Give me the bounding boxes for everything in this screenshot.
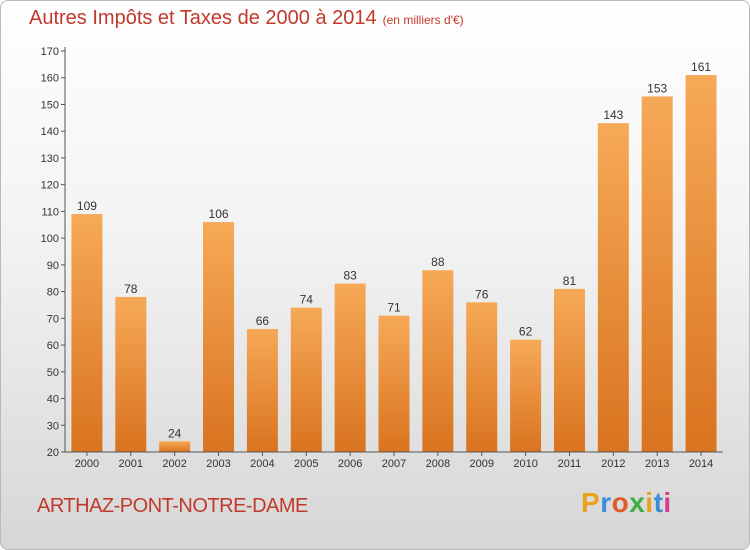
bar-value-label: 74: [300, 293, 314, 307]
x-tick-label: 2005: [294, 458, 318, 470]
y-tick-label: 20: [47, 447, 59, 459]
bars: 109 78 24 106 66 74 83 71 88 76 62 81 143 153 161: [71, 60, 717, 453]
bar-value-label: 88: [431, 255, 445, 269]
chart-title: Autres Impôts et Taxes de 2000 à 2014 (en…: [29, 7, 464, 30]
bar-value-label: 106: [209, 207, 229, 221]
x-tick-label: 2007: [382, 458, 406, 470]
y-tick-label: 40: [47, 394, 59, 406]
x-tick-label: 2013: [645, 458, 669, 470]
logo-letter: r: [600, 487, 612, 518]
x-tick-label: 2006: [338, 458, 362, 470]
proxiti-logo[interactable]: Proxiti: [581, 487, 672, 519]
x-tick-label: 2009: [469, 458, 493, 470]
x-tick-label: 2008: [426, 458, 450, 470]
bar-2011: [553, 288, 585, 452]
bar-value-label: 76: [475, 287, 489, 301]
chart-unit: (en milliers d'€): [382, 13, 464, 27]
x-tick-label: 2014: [689, 458, 713, 470]
bar-2005: [290, 307, 322, 452]
bar-2012: [597, 123, 629, 453]
bar-2001: [115, 296, 147, 452]
logo-letter: i: [663, 487, 672, 518]
bar-value-label: 143: [603, 108, 623, 122]
bar-value-label: 153: [647, 81, 667, 95]
x-tick-label: 2012: [601, 458, 625, 470]
y-tick-label: 30: [47, 420, 59, 432]
bar-value-label: 81: [563, 274, 577, 288]
logo-letter: i: [645, 487, 654, 518]
y-tick-label: 150: [41, 99, 59, 111]
y-tick-label: 70: [47, 313, 59, 325]
x-axis: 2000 2001 2002 2003 2004 2005 2006 2007 2008 2009…: [65, 451, 723, 470]
y-tick-label: 120: [41, 180, 59, 192]
x-tick-label: 2011: [558, 458, 582, 470]
bar-value-label: 109: [77, 199, 97, 213]
y-tick-label: 80: [47, 287, 59, 299]
x-tick-label: 2002: [162, 458, 186, 470]
commune-name: ARTHAZ-PONT-NOTRE-DAME: [37, 495, 308, 517]
bar-2014: [685, 75, 717, 452]
y-tick-label: 60: [47, 340, 59, 352]
y-axis: 20 30 40 50 60 70 80 90 100 110 120 130 140 150 160 170: [41, 46, 66, 459]
bar-2008: [422, 270, 454, 452]
bar-2003: [203, 222, 235, 452]
x-tick-label: 2003: [206, 458, 230, 470]
bar-2006: [334, 283, 366, 452]
x-tick-label: 2000: [75, 458, 99, 470]
y-tick-label: 90: [47, 260, 59, 272]
logo-letter: o: [611, 487, 630, 518]
y-tick-label: 100: [41, 233, 59, 245]
bar-2009: [466, 302, 498, 452]
bar-value-label: 66: [256, 314, 270, 328]
bar-2013: [641, 96, 673, 453]
bar-2002: [159, 441, 191, 452]
bar-2004: [246, 329, 278, 452]
logo-letter: P: [581, 487, 601, 518]
bar-value-label: 71: [387, 301, 401, 315]
bar-value-label: 24: [168, 426, 182, 440]
chart-title-text: Autres Impôts et Taxes de 2000 à 2014: [29, 7, 377, 29]
x-tick-label: 2010: [513, 458, 537, 470]
logo-letter: t: [653, 487, 664, 518]
bar-2010: [510, 339, 542, 452]
y-tick-label: 110: [41, 206, 59, 218]
bar-value-label: 78: [124, 282, 138, 296]
y-tick-label: 50: [47, 367, 59, 379]
bar-2007: [378, 315, 410, 452]
bar-value-label: 62: [519, 325, 533, 339]
y-tick-label: 160: [41, 73, 59, 85]
bar-value-label: 83: [343, 269, 357, 283]
bar-value-label: 161: [691, 60, 711, 74]
logo-letter: x: [629, 487, 646, 518]
y-tick-label: 170: [41, 46, 59, 58]
y-tick-label: 130: [41, 153, 59, 165]
x-tick-label: 2004: [250, 458, 274, 470]
y-tick-label: 140: [41, 126, 59, 138]
bar-2000: [71, 214, 103, 452]
x-tick-label: 2001: [119, 458, 143, 470]
